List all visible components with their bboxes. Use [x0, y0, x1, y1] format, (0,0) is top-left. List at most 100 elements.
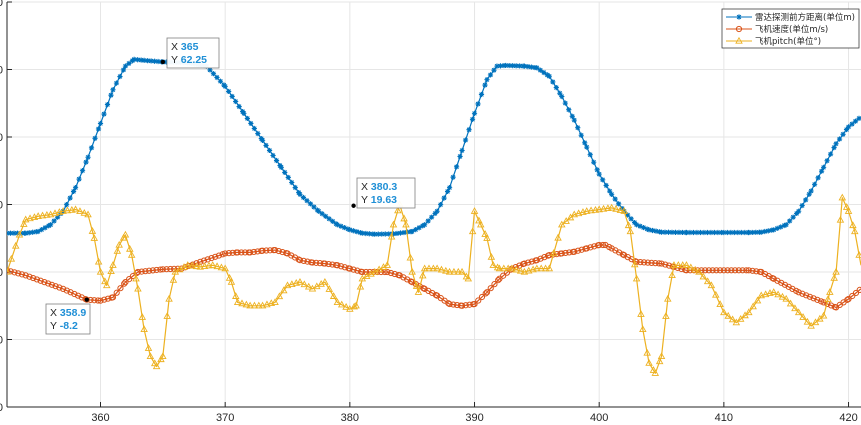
data-point — [200, 262, 209, 269]
data-point — [495, 277, 502, 284]
data-point — [192, 262, 201, 270]
data-point — [469, 116, 476, 122]
data-point — [513, 63, 519, 69]
data-point — [325, 285, 334, 292]
data-point — [824, 295, 832, 302]
datatip[interactable]: X 358.9Y -8.2 — [45, 297, 91, 335]
data-point — [856, 115, 861, 121]
data-point — [74, 292, 82, 299]
data-point — [639, 325, 647, 333]
data-point — [225, 273, 234, 281]
data-point — [732, 318, 741, 326]
data-point — [394, 206, 402, 214]
data-point — [616, 206, 625, 213]
legend-item[interactable]: 飞机速度(单位m/s) — [726, 24, 828, 35]
data-point — [478, 91, 485, 98]
data-point — [466, 127, 472, 133]
legend-marker — [736, 14, 742, 20]
data-point — [102, 281, 111, 289]
data-point — [806, 191, 812, 197]
data-point — [319, 211, 325, 217]
data-point — [566, 107, 572, 113]
data-point — [247, 249, 254, 256]
data-point — [76, 207, 84, 214]
data-point — [803, 197, 809, 203]
data-point — [790, 214, 796, 220]
data-point — [101, 277, 109, 285]
data-point — [163, 59, 169, 65]
data-point — [745, 267, 752, 274]
data-point — [51, 209, 59, 217]
data-point — [67, 195, 73, 201]
data-point — [630, 260, 639, 268]
data-point — [691, 265, 699, 273]
data-point — [236, 103, 242, 110]
data-point — [524, 266, 533, 274]
data-point — [724, 311, 732, 319]
data-point — [731, 267, 739, 274]
data-point — [429, 264, 438, 272]
data-point — [425, 218, 431, 224]
data-point — [372, 231, 378, 237]
data-point — [528, 64, 534, 70]
data-point — [707, 281, 716, 289]
data-point — [749, 302, 757, 310]
data-point — [662, 261, 669, 268]
x-tick-label: 360 — [91, 412, 109, 424]
data-point — [742, 229, 748, 236]
data-point — [420, 223, 426, 229]
data-point — [316, 208, 322, 214]
data-point — [584, 144, 590, 150]
data-point — [11, 230, 17, 236]
datatip-anchor — [84, 297, 89, 302]
data-point — [814, 296, 821, 303]
data-point — [83, 296, 90, 303]
data-point — [672, 229, 679, 235]
data-point — [7, 267, 11, 274]
data-point — [48, 222, 54, 228]
datatip[interactable]: X 380.3Y 19.63 — [351, 177, 416, 209]
data-point — [122, 279, 129, 286]
data-point — [329, 292, 338, 299]
data-point — [80, 208, 89, 216]
data-point — [255, 301, 263, 309]
y-tick-label: 20 — [0, 200, 3, 212]
data-point — [815, 175, 821, 181]
data-point — [495, 264, 504, 272]
data-point — [749, 229, 755, 236]
data-point — [292, 184, 298, 191]
data-point — [537, 255, 544, 262]
data-point — [533, 257, 540, 264]
data-point — [126, 275, 133, 283]
data-point — [856, 286, 861, 293]
datatip-anchor — [351, 203, 356, 208]
data-point — [521, 260, 528, 267]
data-point — [263, 300, 271, 308]
data-point — [520, 267, 529, 275]
data-point — [56, 284, 63, 291]
legend-item[interactable]: 雷达探测前方距离(单位m) — [726, 12, 855, 23]
data-point — [587, 244, 594, 251]
data-point — [534, 65, 540, 71]
data-point — [165, 294, 173, 302]
data-point — [494, 63, 500, 69]
data-point — [704, 229, 711, 236]
data-point — [844, 296, 851, 303]
data-point — [569, 113, 575, 119]
data-point — [757, 291, 766, 299]
data-point — [51, 218, 57, 224]
legend[interactable]: 雷达探测前方距离(单位m)飞机速度(单位m/s)飞机pitch(单位°) — [721, 8, 860, 49]
data-point — [506, 62, 512, 69]
data-point — [852, 289, 860, 297]
data-point — [497, 63, 504, 69]
data-point — [115, 240, 123, 248]
data-point — [803, 317, 812, 325]
data-point — [794, 210, 800, 217]
legend-item[interactable]: 飞机pitch(单位°) — [726, 36, 821, 47]
data-point — [437, 265, 446, 273]
x-tick-label: 380 — [341, 412, 359, 424]
data-point — [263, 247, 270, 254]
data-point — [836, 136, 843, 142]
